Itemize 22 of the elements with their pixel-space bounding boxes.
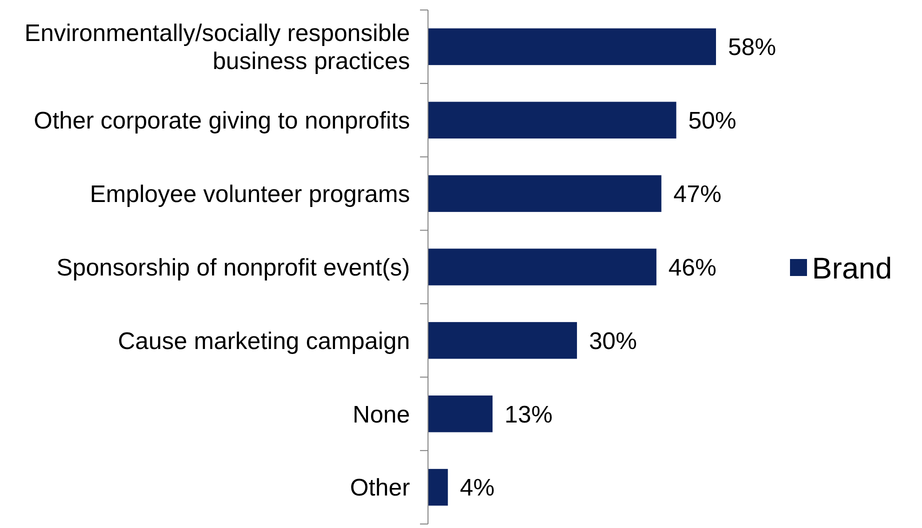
- data-label: 50%: [688, 108, 736, 135]
- bar: [428, 248, 656, 286]
- bar: [428, 322, 577, 359]
- y-tick-label: Sponsorship of nonprofit event(s): [56, 254, 410, 282]
- y-tick-label: Employee volunteer programs: [90, 180, 410, 208]
- bar: [428, 468, 448, 506]
- y-tick-label: Other corporate giving to nonprofits: [34, 108, 410, 135]
- bar: [428, 175, 662, 212]
- data-label: 13%: [504, 401, 553, 428]
- y-tick-label: Cause marketing campaign: [118, 328, 410, 355]
- bar: [428, 102, 676, 138]
- y-tick-label: None: [352, 401, 410, 428]
- y-tick-label: Environmentally/socially responsible business practices: [24, 20, 410, 76]
- data-label: 30%: [588, 328, 638, 355]
- y-tick-label: Other: [350, 474, 410, 502]
- bar: [428, 396, 493, 432]
- data-label: 58%: [728, 34, 776, 62]
- data-label: 4%: [460, 474, 495, 502]
- data-label: 46%: [668, 254, 716, 282]
- legend-label: Brand: [812, 252, 892, 286]
- bar: [428, 28, 716, 66]
- data-label: 47%: [673, 180, 722, 208]
